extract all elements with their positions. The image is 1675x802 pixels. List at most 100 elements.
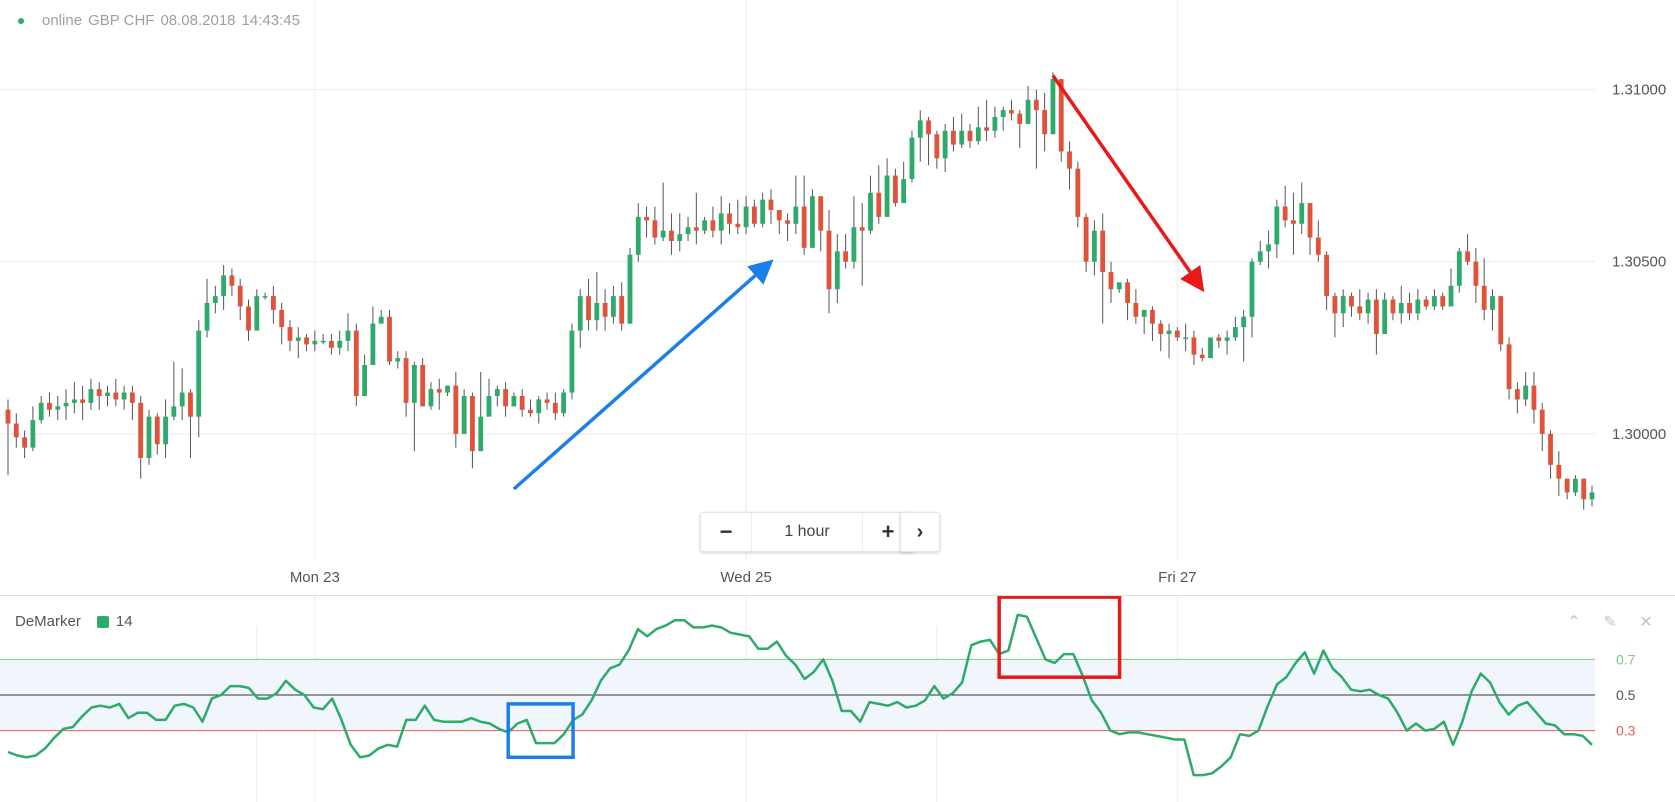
candle-body [196,330,202,417]
minus-icon[interactable]: − [719,519,733,544]
candle-body [1274,206,1280,245]
close-icon[interactable]: ✕ [1639,614,1653,631]
candle [693,192,699,245]
candle [1133,289,1139,324]
candle-body [470,396,475,452]
candle-body [229,275,235,286]
candle [544,392,550,410]
level-label: 0.3 [1616,723,1636,739]
candle [561,389,567,417]
candle-body [909,137,915,179]
candle-body [1208,337,1213,359]
demarker-chart[interactable]: 0.7 0.5 0.3 [0,596,1675,802]
candle [1058,79,1064,162]
candle [1232,316,1238,341]
candle-body [710,220,716,231]
candle-body [1357,306,1363,314]
candle-body [1382,299,1388,334]
candle [1456,247,1462,293]
online-status-icon [18,17,24,24]
plus-icon[interactable]: + [881,519,895,544]
candle-body [702,220,708,231]
candle [959,113,965,148]
pencil-icon[interactable]: ✎ [1603,614,1617,631]
candle [834,234,840,303]
candle-body [5,409,11,424]
candle [1523,371,1529,407]
candle [1116,282,1122,293]
candle-body [478,416,484,452]
candle-body [436,389,442,393]
candle [154,413,160,455]
candle-body [171,406,177,417]
candle [1514,382,1520,414]
indicator-color-swatch[interactable] [96,615,109,628]
indicator-tools: ⌃ ✎ ✕ [1565,612,1655,632]
candle-body [312,340,318,345]
candle-body [63,402,69,407]
candle [1382,292,1388,334]
price-chart[interactable]: Mon 23 Wed 25 Fri 27 1.31000 1.30500 1.30000 [0,0,1675,596]
candle [743,196,749,235]
chevron-right-icon[interactable]: › [900,512,940,552]
candle [536,396,542,424]
candle-body [528,409,533,414]
candle [1075,161,1081,228]
candle-body [1042,110,1048,135]
candle-body [594,303,600,321]
candle-body [1556,464,1562,479]
demarker-line [7,613,1593,777]
candle-body [536,399,542,414]
candle [113,378,119,407]
candle-body [1481,285,1487,310]
candle [760,192,766,228]
level-label: 0.7 [1616,651,1636,667]
candle [55,396,61,421]
highlight-box [506,702,575,760]
candle [1423,296,1429,310]
candle-body [561,392,567,414]
candle [1274,199,1280,259]
candle [395,351,401,369]
candle [884,158,890,217]
candle-body [1291,220,1296,224]
candle-body [619,296,625,324]
candle [163,399,168,458]
candle-body [1506,344,1512,390]
candle-body [1166,330,1172,334]
candle-body [851,227,857,262]
candle-body [1050,79,1056,135]
candle [710,206,716,238]
collapse-icon[interactable]: ⌃ [1567,614,1581,631]
candle [196,320,202,438]
candle-body [793,206,799,224]
candle-body [38,402,44,421]
candle-body [1075,168,1081,217]
candle [179,368,185,421]
candle-body [876,192,882,217]
candle [503,382,508,417]
status-bar: online GBP CHF 08.08.2018 14:43:45 [18,12,300,29]
candle-body [951,130,956,145]
candle-body [901,179,907,204]
candle-body [1340,296,1346,314]
candle-body [22,437,27,448]
candle-body [1448,285,1454,307]
candle-body [577,296,583,331]
candle-body [1315,237,1321,255]
candle [1556,451,1562,496]
candle-body [1033,99,1039,111]
candle-body [503,389,508,407]
candle-body [1150,309,1155,324]
indicator-header: DeMarker 14 [15,613,133,630]
candle-body [1133,303,1139,317]
candle [751,199,757,228]
candle [1108,261,1114,303]
candle-body [304,337,309,345]
candle [337,330,343,355]
candle-body [660,230,666,238]
candle [851,196,857,269]
candle [279,303,285,345]
candle [785,213,790,241]
candle-body [494,389,500,396]
